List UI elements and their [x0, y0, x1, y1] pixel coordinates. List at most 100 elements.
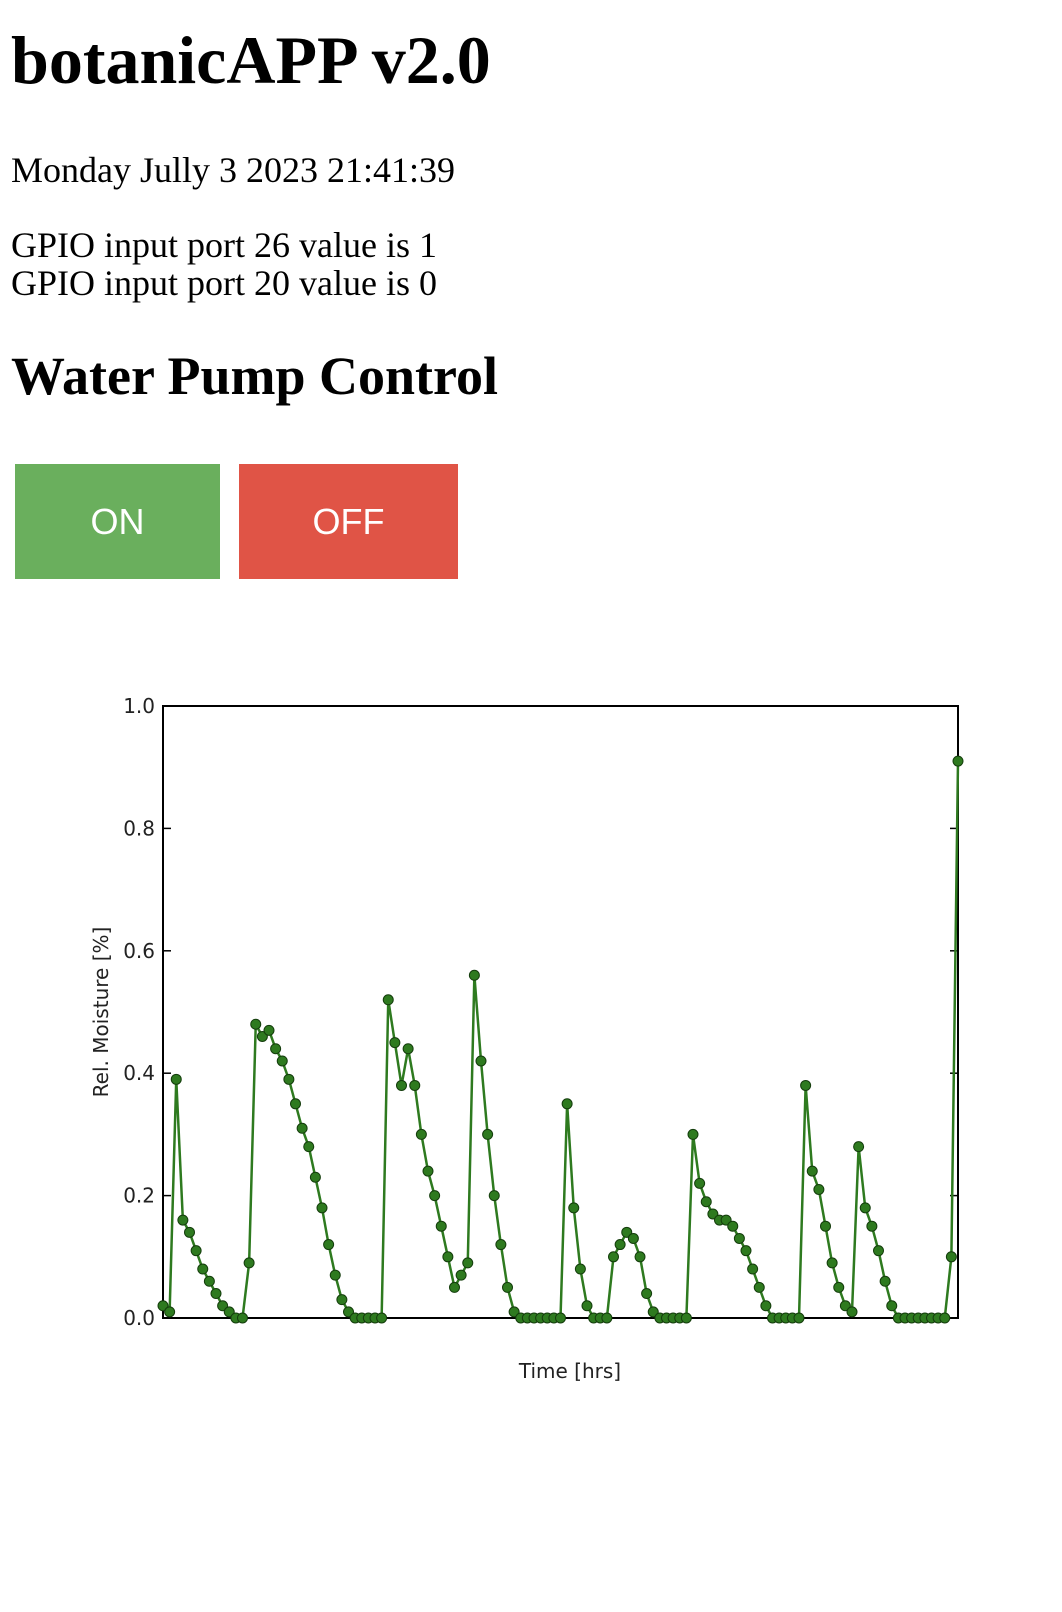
y-axis-label: Rel. Moisture [%] [89, 927, 113, 1098]
data-point [859, 1202, 871, 1214]
data-point [740, 1245, 752, 1257]
y-tick-label: 0.8 [123, 816, 155, 840]
data-point [793, 1312, 805, 1324]
data-point [449, 1281, 460, 1293]
data-point [329, 1269, 341, 1281]
data-point [555, 1312, 566, 1324]
data-point [727, 1220, 739, 1232]
data-point [700, 1196, 712, 1208]
data-point [243, 1257, 255, 1269]
data-point [415, 1128, 427, 1140]
data-point [634, 1251, 646, 1263]
x-axis-label: Time [hrs] [518, 1359, 621, 1383]
data-point [429, 1190, 441, 1202]
data-point [820, 1220, 831, 1232]
data-point [409, 1079, 421, 1091]
data-point [296, 1122, 308, 1134]
data-point [826, 1257, 838, 1269]
data-point [276, 1055, 288, 1067]
data-point [614, 1239, 626, 1251]
y-tick-label: 0.0 [123, 1306, 155, 1330]
data-point [945, 1251, 957, 1263]
data-point [210, 1288, 222, 1300]
plot-frame [162, 705, 959, 1319]
data-point [853, 1141, 865, 1153]
data-point [290, 1098, 301, 1110]
on-button[interactable]: ON [15, 464, 220, 579]
data-point [435, 1220, 447, 1232]
data-point [568, 1202, 580, 1214]
data-point [873, 1245, 884, 1257]
data-point [177, 1214, 189, 1226]
data-point [886, 1300, 898, 1312]
data-point [608, 1251, 619, 1263]
data-point [574, 1263, 586, 1275]
data-point [263, 1024, 275, 1036]
y-tick-label: 1.0 [123, 694, 155, 718]
data-point [806, 1165, 818, 1177]
data-point [747, 1263, 759, 1275]
series-line [162, 761, 960, 1320]
off-button[interactable]: OFF [239, 464, 458, 579]
data-point [190, 1245, 202, 1257]
data-point [250, 1018, 262, 1030]
data-point [800, 1079, 812, 1091]
data-point [753, 1281, 765, 1293]
data-point [270, 1043, 282, 1055]
data-point [382, 994, 394, 1006]
data-point [866, 1220, 878, 1232]
data-point [488, 1190, 500, 1202]
data-point [396, 1079, 407, 1091]
data-point [402, 1043, 414, 1055]
data-point [303, 1141, 315, 1153]
data-point [376, 1312, 388, 1324]
y-tick-label: 0.4 [123, 1061, 155, 1085]
page-title: botanicAPP v2.0 [11, 22, 491, 98]
data-point [422, 1165, 434, 1177]
data-point [184, 1226, 195, 1238]
data-point [495, 1239, 507, 1251]
chart: Time [hrs] Rel. Moisture [%] 0.0 0.2 0.4 0.… [89, 694, 964, 1383]
data-point [879, 1275, 891, 1287]
data-point [627, 1232, 639, 1244]
data-point [455, 1269, 467, 1281]
data-point [502, 1281, 513, 1293]
data-point [389, 1037, 401, 1049]
data-point [475, 1055, 487, 1067]
data-point [846, 1306, 858, 1318]
data-point [164, 1306, 176, 1318]
data-point [733, 1232, 745, 1244]
gpio-status: GPIO input port 20 value is 0 [11, 263, 437, 303]
data-point [694, 1177, 706, 1189]
data-point [813, 1183, 825, 1195]
data-point [170, 1073, 182, 1085]
data-point [833, 1281, 845, 1293]
data-point [641, 1288, 653, 1300]
datetime: Monday Jully 3 2023 21:41:39 [11, 150, 456, 190]
data-point [468, 969, 480, 981]
data-point [309, 1171, 321, 1183]
data-point [581, 1300, 593, 1312]
data-point [952, 755, 964, 767]
data-point [197, 1263, 209, 1275]
data-point [203, 1275, 215, 1287]
data-point [939, 1312, 951, 1324]
data-point [561, 1098, 573, 1110]
y-tick-label: 0.2 [123, 1184, 155, 1208]
gpio-status: GPIO input port 26 value is 1 [11, 225, 437, 265]
data-point [601, 1312, 613, 1324]
data-point [237, 1312, 248, 1324]
section-title: Water Pump Control [11, 346, 499, 406]
data-point [462, 1257, 474, 1269]
data-point [336, 1294, 348, 1306]
data-point [482, 1128, 494, 1140]
data-point [680, 1312, 692, 1324]
y-tick-label: 0.6 [123, 939, 155, 963]
data-point [687, 1128, 699, 1140]
data-point [760, 1300, 772, 1312]
data-point [323, 1239, 335, 1251]
data-point [442, 1251, 454, 1263]
data-point [316, 1202, 328, 1214]
data-point [283, 1073, 295, 1085]
